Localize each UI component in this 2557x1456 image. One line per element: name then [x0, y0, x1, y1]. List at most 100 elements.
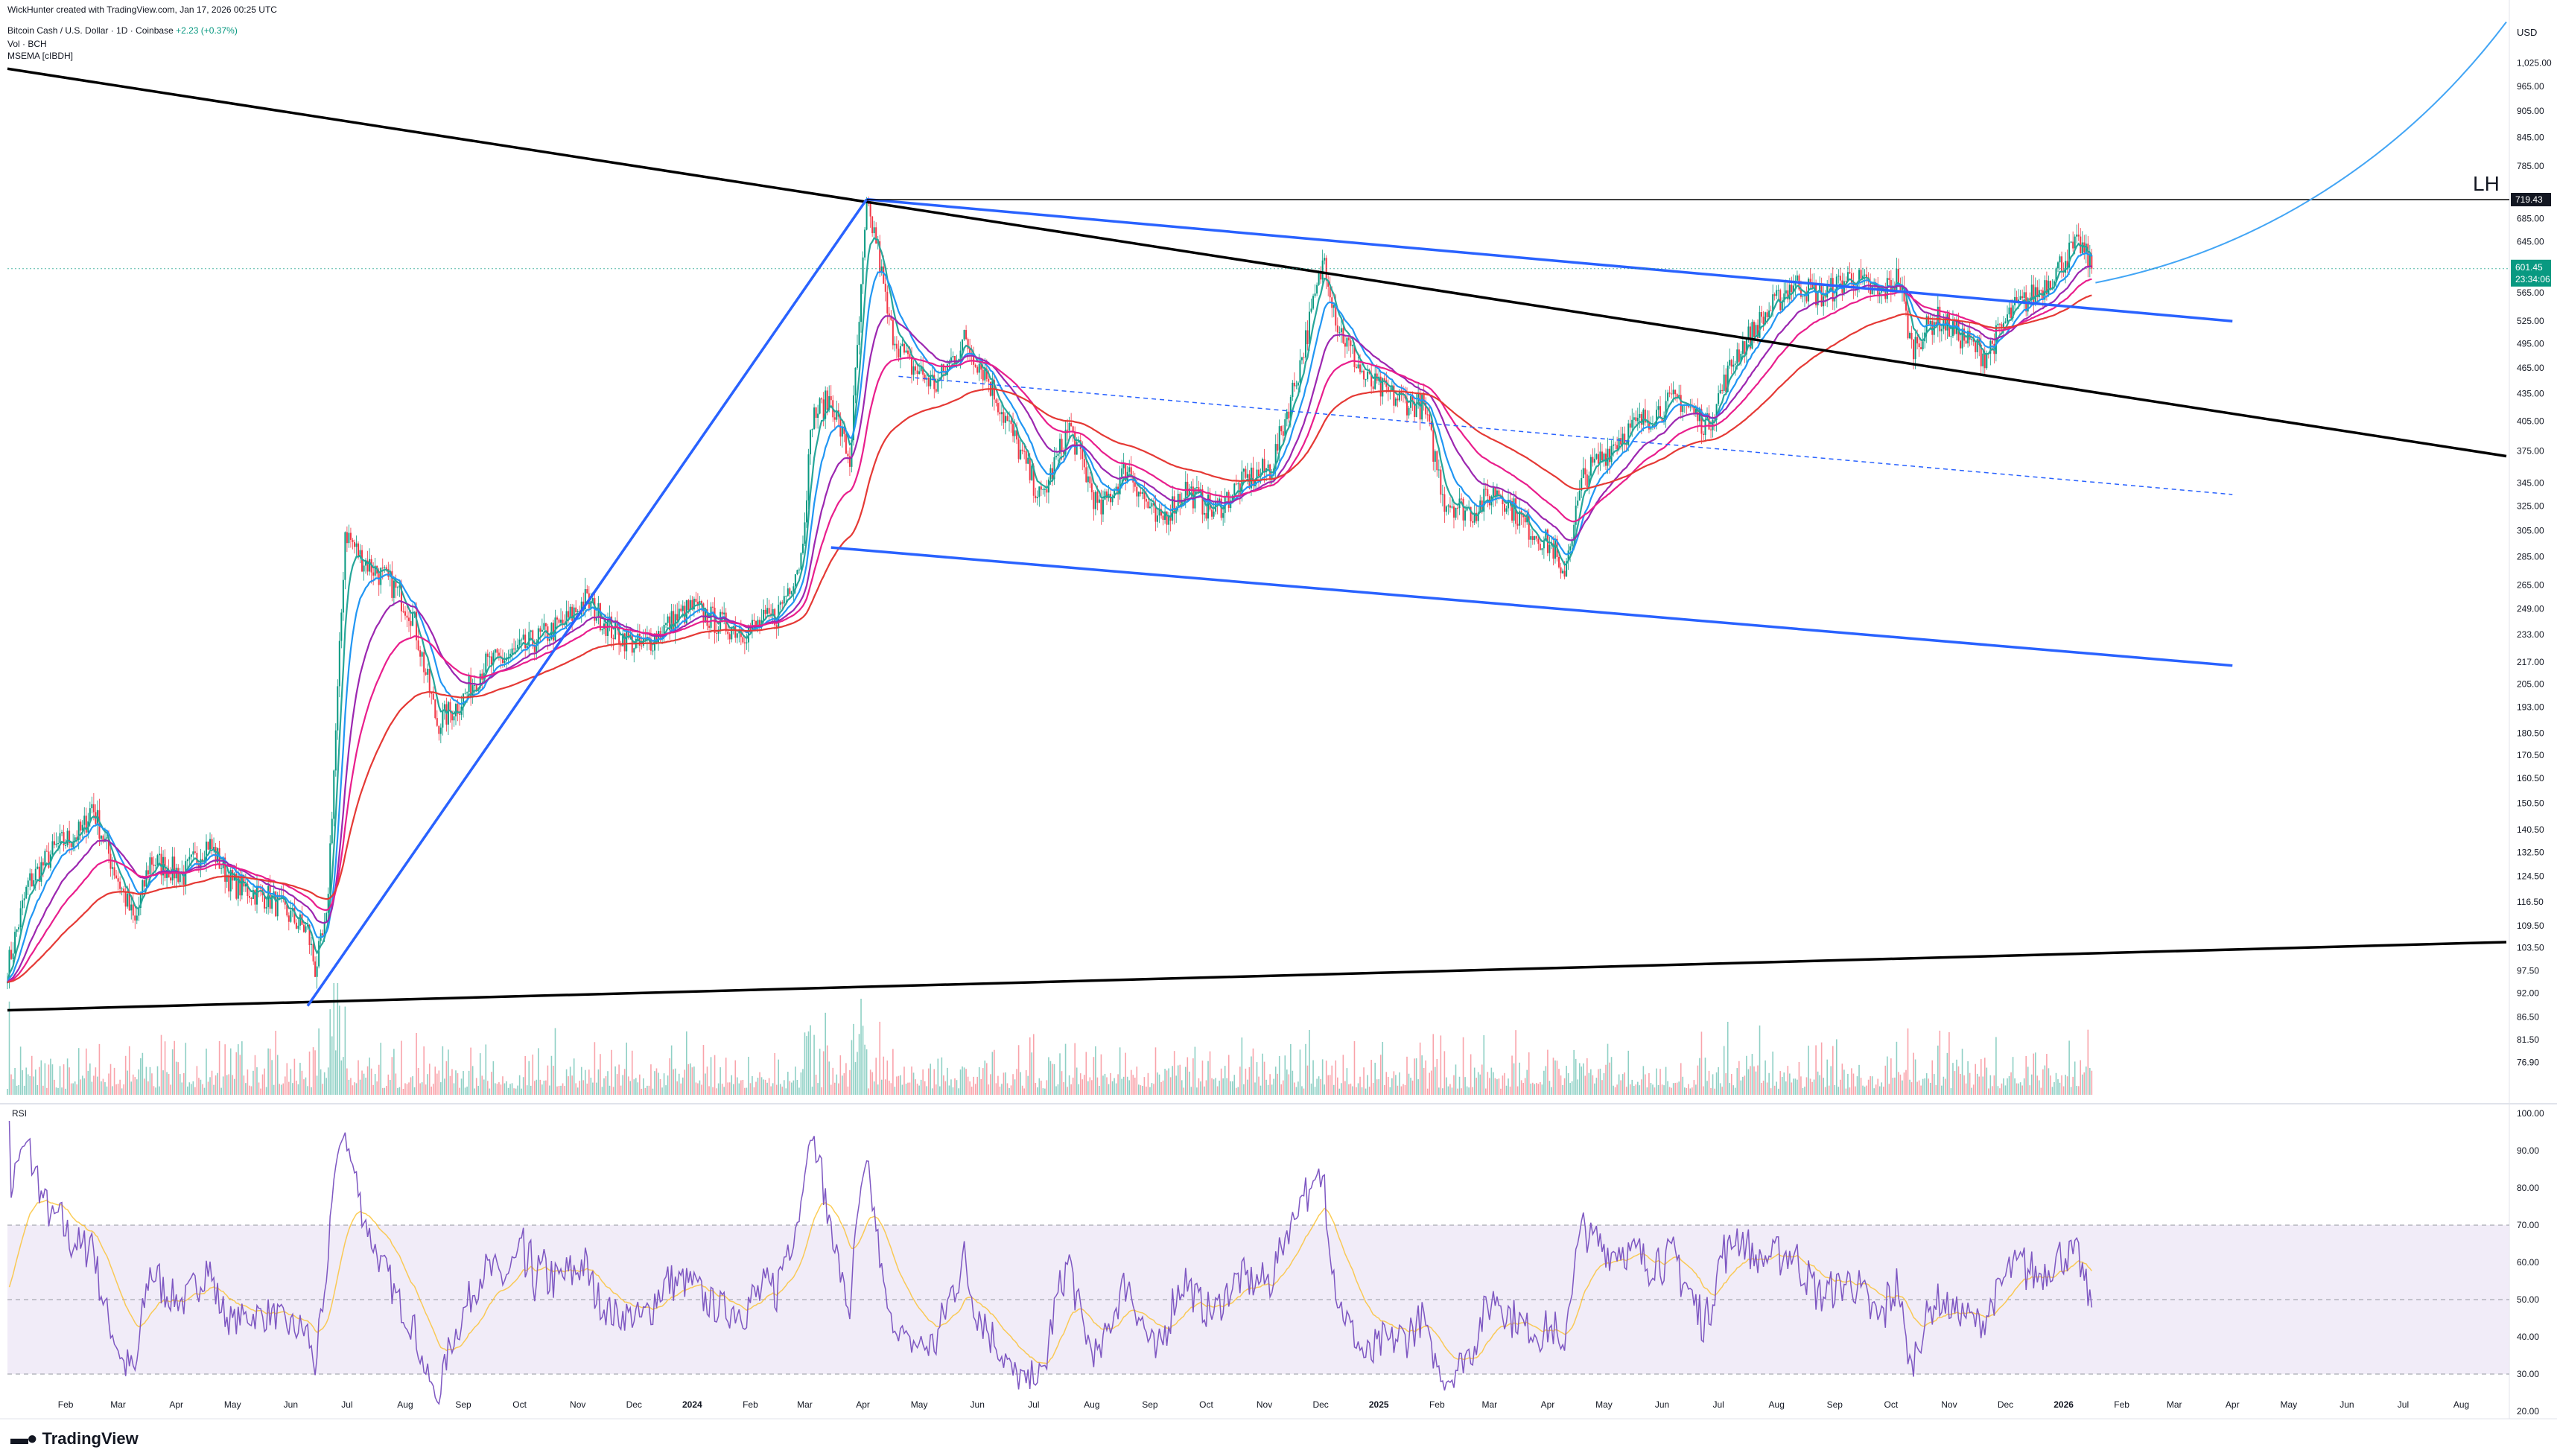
- candle-body: [930, 375, 932, 387]
- volume-bar: [1233, 1075, 1236, 1095]
- volume-bar: [1318, 1076, 1320, 1095]
- candle-body: [1866, 274, 1868, 278]
- price-tick-label: 1,025.00: [2517, 58, 2552, 69]
- volume-bar: [481, 1075, 483, 1095]
- candle-body: [560, 620, 562, 623]
- candle-body: [89, 808, 91, 821]
- candle-body: [1719, 390, 1721, 394]
- trendline-descending-black: [7, 67, 2507, 458]
- candle-body: [102, 836, 104, 842]
- candle-body: [1012, 424, 1014, 436]
- candle-body: [438, 725, 440, 734]
- volume-bar: [1882, 1087, 1884, 1095]
- candle-body: [334, 730, 337, 771]
- volume-bar: [661, 1087, 663, 1095]
- candle-body: [1667, 392, 1669, 401]
- candle-body: [518, 639, 521, 645]
- candle-body: [1262, 459, 1264, 474]
- candle-body: [1057, 453, 1059, 456]
- volume-bar: [1333, 1084, 1335, 1095]
- candle-body: [1820, 285, 1823, 307]
- candle-body: [1578, 490, 1581, 501]
- time-tick-label: Feb: [58, 1399, 74, 1410]
- time-tick-label: Jun: [971, 1399, 985, 1410]
- candle-body: [1783, 293, 1785, 302]
- volume-bar: [1762, 1081, 1765, 1095]
- volume-bar: [560, 1085, 562, 1095]
- candle-body: [749, 626, 752, 631]
- volume-bar: [1502, 1075, 1504, 1095]
- volume-bar: [280, 1084, 282, 1095]
- volume-bar: [222, 1076, 224, 1095]
- rsi-tick-label: 20.00: [2517, 1406, 2539, 1417]
- volume-bar: [1388, 1076, 1389, 1095]
- candle-body: [708, 626, 711, 628]
- volume-bar: [506, 1081, 507, 1095]
- volume-bar: [956, 1080, 958, 1095]
- candle-body: [536, 643, 538, 652]
- volume-bar: [166, 1072, 168, 1095]
- volume-bar: [1867, 1079, 1870, 1095]
- candle-body: [858, 322, 860, 346]
- candle-body: [1639, 413, 1641, 418]
- volume-bar: [522, 1077, 524, 1095]
- price-tick-label: 685.00: [2517, 213, 2544, 223]
- indicator-legend[interactable]: MSEMA [cIBDH]: [7, 51, 74, 61]
- candle-body: [1184, 481, 1187, 501]
- candle-body: [19, 908, 22, 928]
- candle-body: [1732, 364, 1735, 367]
- candle-body: [1633, 417, 1635, 420]
- volume-bar: [112, 1086, 113, 1095]
- volume-bar: [149, 1066, 151, 1095]
- volume-bar: [1598, 1069, 1599, 1095]
- candle-body: [2048, 281, 2050, 294]
- candle-body: [1333, 305, 1335, 308]
- candle-body: [1070, 422, 1073, 427]
- volume-bar: [1143, 1077, 1146, 1095]
- volume-bar: [290, 1069, 292, 1095]
- volume-legend[interactable]: Vol · BCH: [7, 39, 47, 49]
- volume-bar: [883, 1056, 885, 1095]
- volume-bar: [1464, 1077, 1466, 1095]
- volume-bar: [284, 1076, 286, 1095]
- candle-body: [1907, 311, 1909, 339]
- candle-body: [1032, 465, 1035, 496]
- volume-bar: [1920, 1085, 1922, 1095]
- time-tick-label: May: [911, 1399, 928, 1410]
- candle-body: [2087, 244, 2089, 268]
- volume-bar: [594, 1042, 596, 1095]
- tradingview-logo[interactable]: ▬● TradingView: [10, 1428, 139, 1449]
- candle-body: [937, 378, 939, 392]
- symbol-legend[interactable]: Bitcoin Cash / U.S. Dollar · 1D · Coinba…: [7, 25, 238, 36]
- candle-body: [794, 574, 796, 587]
- candle-body: [1473, 512, 1476, 523]
- volume-bar: [1668, 1087, 1671, 1095]
- volume-bar: [864, 1044, 865, 1095]
- volume-bar: [1166, 1070, 1168, 1095]
- volume-bar: [663, 1073, 665, 1095]
- candle-body: [1738, 349, 1740, 362]
- volume-bar: [1376, 1079, 1378, 1095]
- candle-body: [1888, 278, 1890, 281]
- volume-bar: [1419, 1042, 1421, 1095]
- volume-bar: [731, 1075, 733, 1095]
- candle-body: [1205, 512, 1207, 519]
- price-tick-label: 97.50: [2517, 965, 2539, 976]
- volume-bar: [1776, 1081, 1777, 1095]
- candle-body: [74, 837, 76, 842]
- ema-line-5: [7, 294, 2092, 984]
- volume-bar: [744, 1087, 746, 1095]
- rsi-legend[interactable]: RSI: [12, 1108, 28, 1119]
- candle-body: [1379, 376, 1382, 397]
- candle-body: [1353, 345, 1356, 367]
- candle-body: [1755, 325, 1757, 337]
- volume-bar: [83, 1078, 86, 1095]
- candle-body: [1372, 386, 1374, 390]
- candle-body: [1734, 363, 1736, 365]
- volume-bar: [463, 1071, 464, 1095]
- candle-body: [1920, 347, 1922, 349]
- volume-bar: [1957, 1066, 1960, 1095]
- volume-bar: [402, 1088, 404, 1095]
- candle-body: [1640, 413, 1642, 425]
